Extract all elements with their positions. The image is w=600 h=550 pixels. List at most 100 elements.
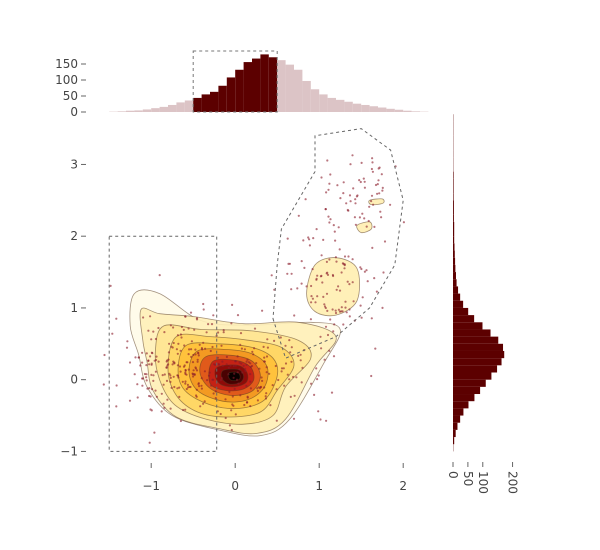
scatter-point — [136, 383, 139, 386]
scatter-point — [145, 352, 148, 355]
scatter-point — [380, 216, 383, 219]
scatter-points — [89, 154, 405, 444]
scatter-point — [236, 314, 240, 317]
scatter-point — [242, 364, 245, 367]
scatter-point — [348, 194, 352, 197]
right-hist-x-tick-label: 50 — [461, 471, 475, 486]
scatter-point — [191, 372, 194, 375]
scatter-point — [316, 274, 319, 277]
scatter-point — [263, 386, 266, 389]
scatter-point — [152, 374, 155, 377]
scatter-point — [311, 268, 314, 271]
top-hist-y-tick-label: 0 — [70, 105, 78, 119]
scatter-point — [264, 395, 267, 398]
scatter-point — [274, 364, 277, 368]
scatter-point — [141, 361, 144, 364]
x-tick-label: −1 — [142, 479, 160, 493]
scatter-point — [218, 363, 221, 366]
right-hist-bar — [453, 221, 455, 230]
scatter-point — [346, 208, 349, 212]
scatter-point — [244, 369, 247, 372]
scatter-point — [200, 384, 203, 387]
scatter-point — [147, 329, 150, 332]
scatter-point — [347, 255, 350, 258]
top-hist-y-tick-label: 50 — [63, 89, 78, 103]
scatter-point — [103, 353, 106, 357]
scatter-point — [304, 198, 307, 201]
scatter-point — [327, 215, 330, 218]
top-hist-bar — [294, 69, 303, 112]
scatter-point — [280, 370, 283, 373]
scatter-point — [283, 384, 286, 387]
top-hist-y-tick-label: 150 — [55, 57, 78, 71]
scatter-point — [297, 354, 300, 357]
scatter-point — [187, 353, 190, 356]
scatter-point — [190, 355, 193, 358]
scatter-point — [351, 281, 354, 284]
right-hist-bar — [453, 236, 455, 244]
scatter-point — [125, 346, 129, 349]
scatter-point — [211, 378, 214, 381]
scatter-point — [150, 388, 154, 391]
scatter-point — [213, 363, 216, 366]
scatter-point — [315, 367, 318, 370]
scatter-point — [264, 397, 268, 400]
scatter-point — [308, 238, 311, 241]
top-hist-bar — [201, 94, 210, 112]
scatter-point — [150, 373, 153, 376]
scatter-point — [348, 308, 351, 311]
scatter-point — [370, 194, 374, 197]
scatter-point — [363, 180, 366, 183]
scatter-point — [230, 428, 233, 432]
right-hist-bar — [453, 200, 454, 208]
scatter-point — [289, 395, 292, 398]
top-hist-bar — [319, 94, 328, 112]
scatter-point — [173, 385, 176, 389]
scatter-point — [245, 360, 248, 363]
top-hist-bar — [411, 111, 420, 112]
scatter-point — [270, 274, 273, 277]
right-hist-bar — [453, 379, 486, 387]
right-hist-bar — [453, 214, 454, 222]
scatter-point — [282, 367, 285, 370]
scatter-point — [324, 208, 327, 211]
scatter-point — [89, 420, 91, 422]
scatter-point — [162, 383, 165, 386]
scatter-point — [319, 335, 322, 338]
scatter-point — [314, 301, 317, 304]
right-hist-bar — [453, 250, 455, 258]
right-hist-bar — [453, 279, 457, 287]
scatter-point — [326, 273, 330, 276]
scatter-point — [166, 398, 169, 401]
scatter-point — [234, 360, 237, 363]
scatter-point — [340, 306, 343, 309]
scatter-point — [141, 377, 145, 380]
scatter-point — [176, 334, 179, 337]
top-hist-bar — [336, 99, 345, 112]
scatter-point — [158, 274, 161, 277]
scatter-point — [348, 315, 351, 318]
scatter-point — [275, 419, 278, 422]
scatter-point — [326, 333, 330, 337]
right-hist-bar — [453, 394, 475, 402]
scatter-point — [203, 370, 206, 373]
scatter-point — [181, 380, 184, 383]
scatter-point — [208, 371, 211, 374]
scatter-point — [361, 296, 364, 299]
scatter-point — [374, 347, 377, 350]
scatter-point — [179, 419, 182, 423]
scatter-point — [147, 359, 150, 362]
scatter-point — [290, 272, 293, 275]
top-hist-bar — [285, 64, 294, 112]
scatter-point — [182, 328, 185, 331]
scatter-point — [265, 371, 268, 374]
scatter-point — [328, 258, 331, 261]
scatter-point — [228, 424, 231, 427]
scatter-point — [286, 237, 289, 240]
scatter-point — [379, 210, 382, 213]
scatter-point — [375, 290, 378, 293]
scatter-point — [284, 344, 287, 347]
scatter-point — [245, 363, 248, 366]
scatter-point — [259, 386, 262, 389]
scatter-point — [325, 292, 329, 295]
